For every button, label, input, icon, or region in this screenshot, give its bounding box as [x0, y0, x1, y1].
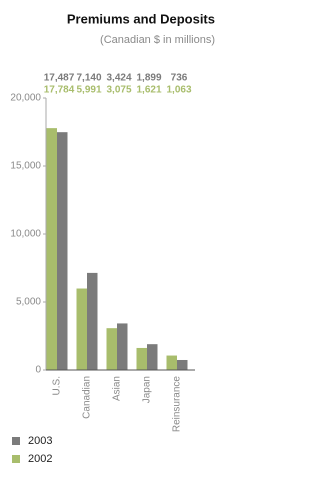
- y-tick-label: 20,000: [10, 93, 41, 104]
- bar: [57, 132, 68, 370]
- value-label: 1,621: [136, 85, 161, 96]
- x-tick-label: U.S.: [52, 376, 63, 395]
- y-tick-label: 15,000: [10, 161, 41, 172]
- value-label: 3,424: [106, 73, 131, 84]
- legend-label: 2002: [28, 453, 52, 465]
- bar: [76, 288, 87, 370]
- x-tick-label: Canadian: [82, 376, 93, 419]
- x-tick-label: Japan: [142, 376, 153, 403]
- bar: [87, 272, 98, 370]
- bar: [166, 355, 177, 370]
- bar: [136, 347, 147, 370]
- y-tick-label: 10,000: [10, 229, 41, 240]
- value-label: 736: [171, 73, 188, 84]
- y-tick-label: 0: [35, 365, 41, 376]
- legend-swatch: [12, 455, 20, 463]
- chart-title: Premiums and Deposits: [67, 11, 215, 26]
- legend-label: 2003: [28, 435, 52, 447]
- bar: [117, 323, 128, 370]
- y-tick-label: 5,000: [16, 297, 41, 308]
- legend-swatch: [12, 437, 20, 445]
- chart-subtitle: (Canadian $ in millions): [100, 34, 215, 46]
- x-tick-label: Asian: [112, 376, 123, 401]
- value-label: 17,487: [44, 73, 75, 84]
- bar: [46, 128, 57, 370]
- bar: [106, 328, 117, 370]
- value-label: 1,899: [136, 73, 161, 84]
- value-label: 17,784: [44, 85, 75, 96]
- bar: [147, 344, 158, 370]
- value-label: 3,075: [106, 85, 131, 96]
- chart: Premiums and Deposits (Canadian $ in mil…: [10, 11, 215, 465]
- x-tick-label: Reinsurance: [172, 376, 183, 433]
- value-label: 7,140: [76, 73, 101, 84]
- value-label: 1,063: [166, 85, 191, 96]
- value-label: 5,991: [76, 85, 101, 96]
- bar: [177, 359, 188, 370]
